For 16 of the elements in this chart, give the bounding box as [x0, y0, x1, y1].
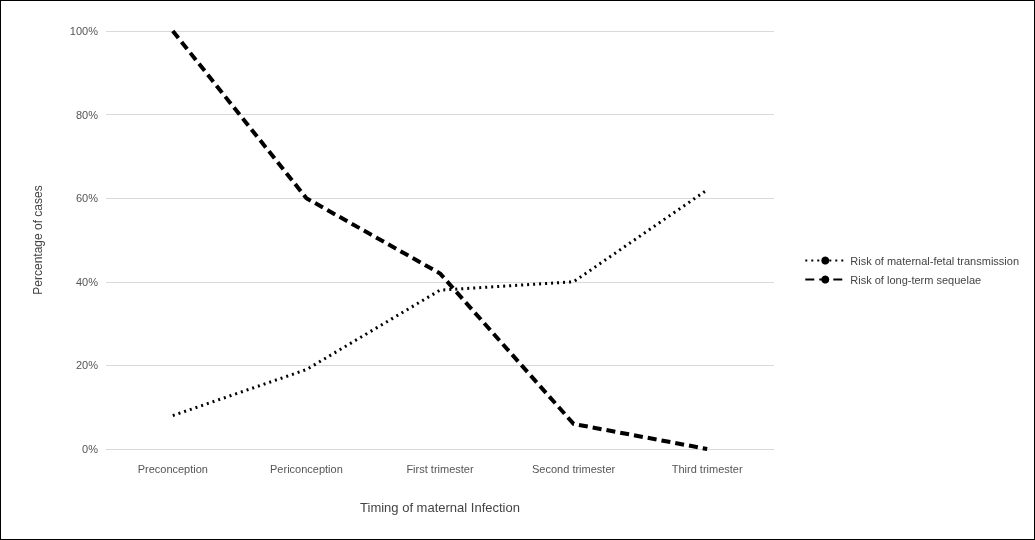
x-tick-label: Periconception: [270, 462, 343, 475]
y-tick-label: 20%: [75, 359, 99, 372]
y-tick-label: 0%: [82, 443, 99, 455]
x-tick-label: Preconception: [137, 462, 208, 475]
legend-label: Risk of long-term sequelae: [850, 273, 982, 286]
y-tick-label: 40%: [75, 275, 99, 288]
y-tick-label: 100%: [69, 25, 99, 37]
x-tick-label: First trimester: [406, 462, 474, 475]
x-tick-label: Third trimester: [671, 462, 743, 475]
x-axis-title: Timing of maternal Infection: [360, 500, 520, 515]
y-axis-title: Percentage of cases: [31, 185, 45, 295]
y-tick-label: 80%: [75, 108, 99, 121]
y-tick-label: 60%: [75, 192, 99, 205]
x-tick-label: Second trimester: [532, 462, 616, 475]
line-series: [170, 29, 710, 451]
legend-label: Risk of maternal-fetal transmission: [850, 254, 1020, 267]
